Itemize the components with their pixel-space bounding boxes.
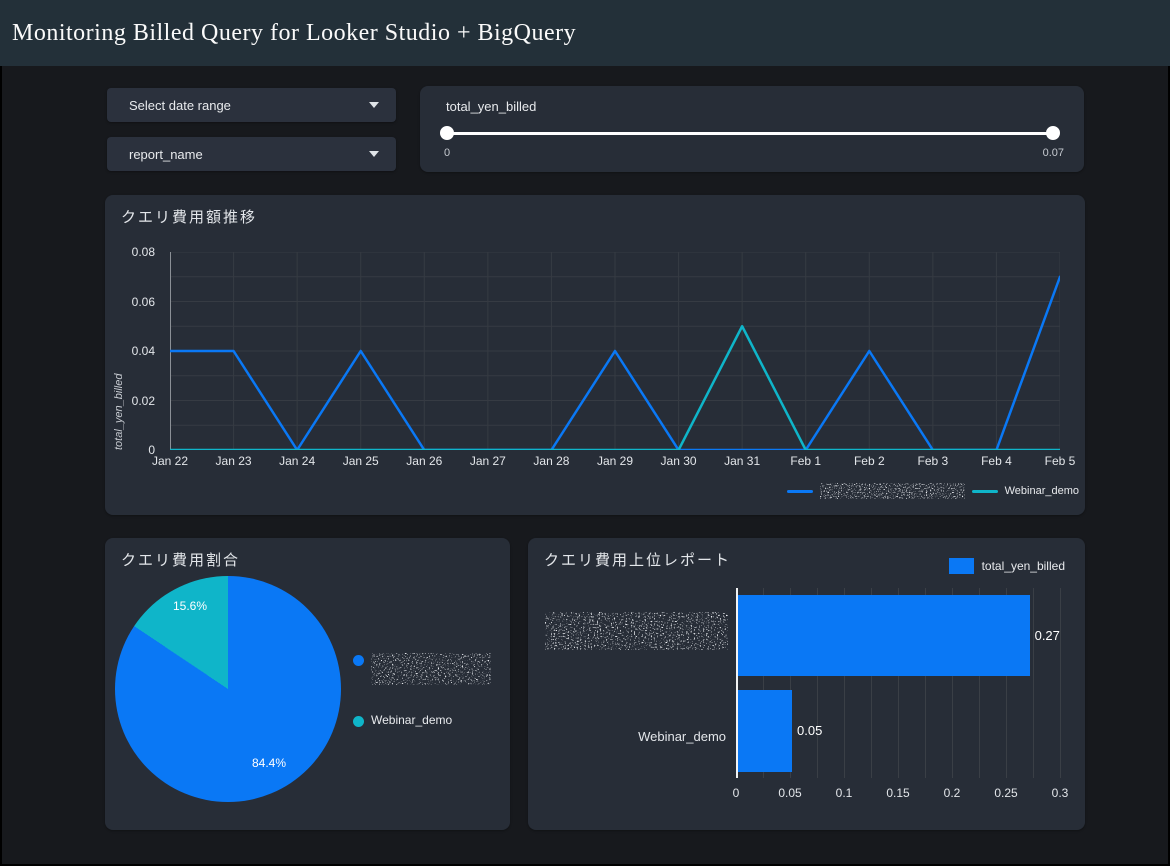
bar-chart-gridline (763, 588, 764, 778)
slider-handle-max[interactable] (1046, 126, 1060, 140)
x-tick-label: Jan 27 (469, 454, 506, 468)
redacted-series-name-noise (819, 483, 965, 499)
x-tick-label: Jan 31 (724, 454, 761, 468)
x-tick-label: Jan 29 (596, 454, 634, 468)
bar-chart-gridline (898, 588, 899, 778)
x-tick-label: 0.25 (994, 786, 1018, 800)
bar-chart-x-tick-labels: 0 0.05 0.1 0.15 0.2 0.25 0.3 (732, 786, 1069, 802)
bar-chart-gridline (979, 588, 980, 778)
chevron-down-icon (369, 102, 379, 108)
y-tick-label: 0.08 (131, 245, 155, 259)
line-chart-card: クエリ費用額推移 total_yen_billed 0.08 0.06 0.04 0.… (105, 195, 1085, 515)
bar-chart-legend: total_yen_billed (948, 558, 1065, 574)
x-tick-label: Feb 4 (981, 454, 1012, 468)
pie-chart-card: クエリ費用割合 15.6% 84.4% Webinar_demo (105, 538, 510, 830)
bar-chart-gridline (925, 588, 926, 778)
report-name-dropdown-label: report_name (129, 146, 203, 162)
report-name-dropdown[interactable]: report_name (107, 137, 396, 171)
page-title: Monitoring Billed Query for Looker Studi… (12, 19, 577, 46)
header-bar: Monitoring Billed Query for Looker Studi… (0, 0, 1170, 66)
x-tick-label: Jan 24 (279, 454, 316, 468)
slider-handle-min[interactable] (440, 126, 454, 140)
redacted-row-label-noise (545, 612, 728, 650)
slider-filter-card: total_yen_billed 0 0.07 (420, 86, 1084, 172)
bar-redacted-report[interactable] (738, 595, 1030, 676)
redacted-series-name-noise (371, 653, 491, 685)
y-tick-label: 0.06 (131, 294, 155, 309)
bar-row-label-webinar-demo: Webinar_demo (638, 729, 726, 744)
bar-value-label: 0.05 (797, 723, 823, 738)
y-tick-label: 0.02 (131, 393, 155, 408)
legend-label-webinar-demo: Webinar_demo (1004, 485, 1079, 497)
pie-chart[interactable] (115, 576, 341, 802)
x-tick-label: 0.05 (778, 786, 802, 800)
legend-line-swatch-series2 (971, 489, 998, 493)
line-chart-x-tick-labels: Jan 22 Jan 23 Jan 24 Jan 25 Jan 26 Jan 27 Jan … (152, 454, 1075, 470)
bar-chart-gridline (871, 588, 872, 778)
bar-chart-plot-area: 0.27 0.05 (736, 588, 1061, 778)
pie-legend-item-redacted (353, 653, 491, 685)
x-tick-label: Jan 22 (151, 454, 189, 468)
bar-chart-gridline (817, 588, 818, 778)
legend-label-webinar-demo: Webinar_demo (371, 713, 453, 727)
x-tick-label: 0.3 (1051, 786, 1069, 800)
slider-label: total_yen_billed (446, 99, 537, 114)
date-range-dropdown-label: Select date range (129, 97, 231, 113)
pie-legend-item-webinar-demo: Webinar_demo (353, 713, 491, 727)
bar-chart-gridline (1033, 588, 1034, 778)
x-tick-label: Jan 28 (533, 454, 570, 468)
legend-dot-series1 (353, 655, 364, 666)
bar-chart-gridline (844, 588, 845, 778)
y-tick-label: 0.04 (131, 344, 155, 358)
x-tick-label: Jan 23 (215, 454, 252, 468)
line-chart-y-tick-labels: 0.08 0.06 0.04 0.02 0 (105, 245, 163, 457)
line-chart-legend: Webinar_demo (786, 480, 1079, 502)
pie-chart-legend: Webinar_demo (353, 653, 491, 737)
slider-track[interactable] (447, 132, 1053, 135)
slider-min-value: 0 (444, 147, 451, 159)
bar-webinar-demo[interactable] (738, 690, 792, 772)
date-range-dropdown[interactable]: Select date range (107, 88, 396, 122)
slider-max-value: 0.07 (1042, 147, 1064, 159)
x-tick-label: Jan 30 (660, 454, 697, 468)
bar-chart-gridline (1060, 588, 1061, 778)
line-chart-svg (168, 251, 1062, 452)
x-tick-label: 0 (732, 786, 740, 800)
bar-chart-title: クエリ費用上位レポート (544, 552, 732, 569)
x-tick-label: Feb 1 (790, 454, 822, 468)
legend-dot-series2 (353, 715, 364, 727)
pie-slice-label-blue: 84.4% (252, 756, 287, 770)
bar-chart-axis-line (736, 588, 738, 778)
x-tick-label: Feb 5 (1044, 454, 1076, 468)
line-chart-title: クエリ費用額推移 (121, 209, 258, 226)
x-tick-label: Jan 25 (342, 454, 379, 468)
x-tick-label: Feb 3 (917, 454, 949, 468)
bar-chart-gridline (790, 588, 791, 778)
bar-chart-gridline (952, 588, 953, 778)
line-chart-plot-area[interactable] (168, 251, 1062, 452)
chevron-down-icon (369, 151, 379, 157)
bar-chart-gridline (1006, 588, 1007, 778)
x-tick-label: Jan 26 (406, 454, 443, 468)
bar-chart-card: クエリ費用上位レポート total_yen_billed Webinar_dem… (528, 538, 1085, 830)
legend-square-swatch (948, 558, 974, 574)
x-tick-label: 0.1 (835, 786, 853, 800)
legend-line-swatch-series1 (786, 489, 813, 493)
pie-chart-title: クエリ費用割合 (121, 552, 241, 569)
x-tick-label: Feb 2 (853, 454, 885, 468)
y-tick-label: 0 (148, 443, 155, 457)
x-tick-label: 0.15 (886, 786, 910, 800)
bar-legend-label: total_yen_billed (981, 559, 1065, 573)
pie-slice-label-teal: 15.6% (173, 599, 208, 613)
bar-value-label: 0.27 (1034, 628, 1060, 643)
x-tick-label: 0.2 (943, 786, 961, 800)
